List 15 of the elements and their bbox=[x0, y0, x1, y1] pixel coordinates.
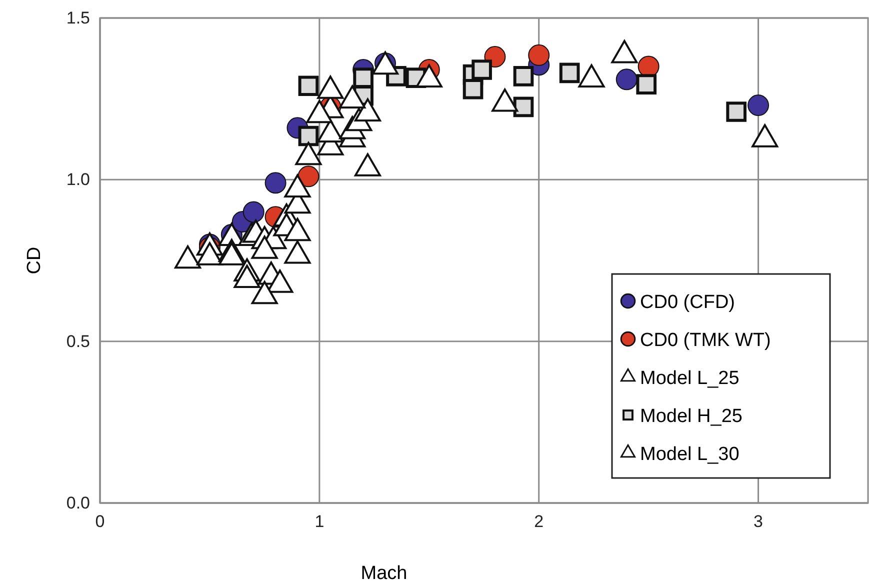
y-tick-label: 1.5 bbox=[66, 8, 90, 28]
x-tick-label: 0 bbox=[95, 512, 105, 532]
y-tick-label: 0.0 bbox=[66, 493, 90, 512]
legend-label: Model H_25 bbox=[640, 406, 742, 427]
legend-label: Model L_30 bbox=[640, 444, 740, 465]
x-tick-label: 2 bbox=[534, 512, 544, 532]
y-axis-title: CD bbox=[24, 246, 45, 274]
legend-label: Model L_25 bbox=[640, 368, 740, 389]
y-tick-label: 0.5 bbox=[66, 332, 90, 351]
legend-label: CD0 (CFD) bbox=[640, 292, 735, 313]
legend-label: CD0 (TMK WT) bbox=[640, 330, 771, 351]
x-tick-label: 1 bbox=[314, 512, 324, 532]
y-tick-label: 1.0 bbox=[66, 170, 90, 190]
x-tick-label: 3 bbox=[754, 512, 764, 532]
x-axis-title: Mach bbox=[360, 563, 408, 583]
